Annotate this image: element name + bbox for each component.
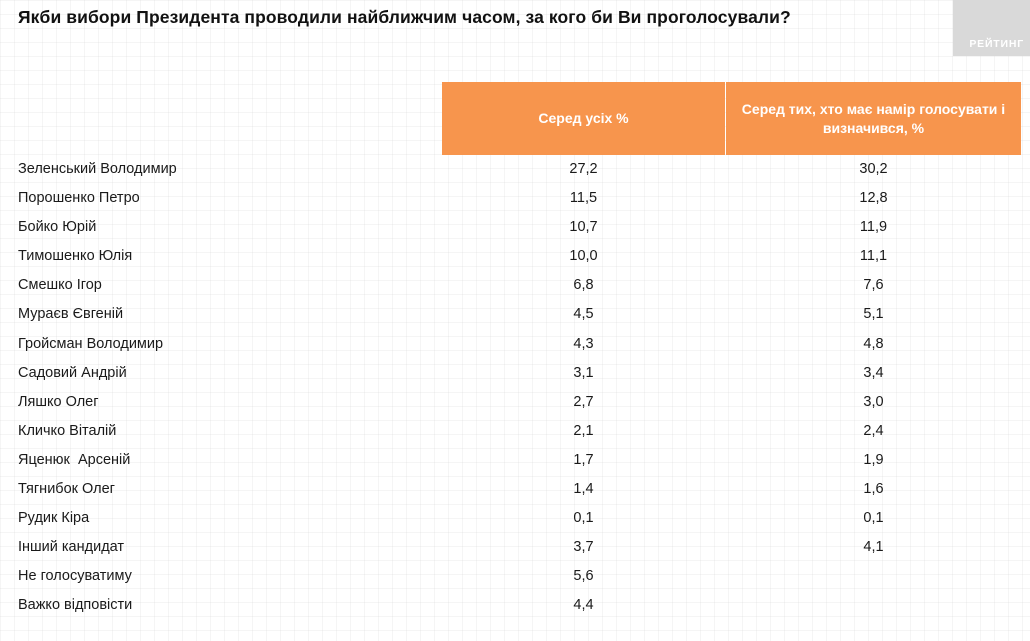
value-decided: 4,1	[863, 539, 884, 556]
table-row: Порошенко Петро 11,5 12,8	[14, 184, 1022, 213]
table-row: Інший кандидат 3,7 4,1	[14, 533, 1022, 562]
table-row: Садовий Андрій 3,1 3,4	[14, 359, 1022, 388]
table-row: Рудик Кіра 0,1 0,1	[14, 504, 1022, 533]
value-decided: 1,9	[863, 451, 884, 468]
candidate-name: Рудик Кіра	[18, 510, 90, 527]
value-decided	[726, 562, 1021, 591]
value-decided: 11,1	[859, 248, 888, 265]
table-body: Зеленський Володимир 27,2 30,2 Порошенко Пе…	[14, 155, 1022, 621]
value-decided: 0,1	[863, 510, 884, 527]
value-decided: 5,1	[863, 306, 884, 323]
candidate-name: Не голосуватиму	[18, 568, 132, 585]
table-row: Смешко Ігор 6,8 7,6	[14, 271, 1022, 300]
candidate-name: Тимошенко Юлія	[18, 248, 133, 265]
value-all: 10,0	[569, 248, 598, 265]
value-all: 4,3	[573, 335, 594, 352]
value-decided: 4,8	[863, 335, 884, 352]
candidate-name: Порошенко Петро	[18, 190, 140, 207]
table-row: Бойко Юрій 10,7 11,9	[14, 213, 1022, 242]
value-decided: 11,9	[859, 219, 888, 236]
value-all: 2,1	[573, 422, 594, 439]
logo-text: РЕЙТИНГ	[969, 38, 1024, 50]
candidate-name: Тягнибок Олег	[18, 481, 115, 498]
value-all: 4,4	[573, 597, 594, 614]
table-row: Не голосуватиму 5,6	[14, 562, 1022, 591]
table-row: Гройсман Володимир 4,3 4,8	[14, 330, 1022, 359]
value-all: 3,1	[573, 364, 594, 381]
table-row: Яценюк Арсеній 1,7 1,9	[14, 446, 1022, 475]
table-row: Кличко Віталій 2,1 2,4	[14, 417, 1022, 446]
table-row: Зеленський Володимир 27,2 30,2	[14, 155, 1022, 184]
candidate-name: Смешко Ігор	[18, 277, 102, 294]
value-all: 27,2	[569, 161, 598, 177]
column-header-decided: Серед тих, хто має намір голосувати і ви…	[726, 82, 1021, 155]
results-table: Серед усіх % Серед тих, хто має намір го…	[14, 82, 1022, 622]
column-header-all: Серед усіх %	[442, 82, 725, 155]
candidate-name: Ляшко Олег	[18, 393, 99, 410]
value-all: 6,8	[573, 277, 594, 294]
header-empty-cell	[14, 82, 442, 155]
value-all: 3,7	[573, 539, 594, 556]
table-row: Мураєв Євгеній 4,5 5,1	[14, 300, 1022, 329]
value-decided: 2,4	[863, 422, 884, 439]
value-decided	[726, 591, 1021, 620]
page-title: Якби вибори Президента проводили найближ…	[18, 7, 791, 27]
value-decided: 30,2	[859, 161, 888, 177]
value-all: 1,4	[573, 481, 594, 498]
value-decided: 1,6	[863, 481, 884, 498]
value-all: 1,7	[573, 451, 594, 468]
value-all: 0,1	[573, 510, 594, 527]
table-row: Тимошенко Юлія 10,0 11,1	[14, 242, 1022, 271]
value-decided: 3,0	[863, 393, 884, 410]
value-all: 11,5	[569, 190, 598, 207]
value-all: 10,7	[569, 219, 598, 236]
candidate-name: Садовий Андрій	[18, 364, 127, 381]
table-row: Тягнибок Олег 1,4 1,6	[14, 475, 1022, 504]
rating-logo: РЕЙТИНГ	[953, 0, 1030, 56]
candidate-name: Інший кандидат	[18, 539, 125, 556]
table-row: Важко відповісти 4,4	[14, 591, 1022, 620]
value-decided: 12,8	[859, 190, 888, 207]
candidate-name: Бойко Юрій	[18, 219, 97, 236]
value-all: 5,6	[573, 568, 594, 585]
value-decided: 7,6	[863, 277, 884, 294]
value-all: 2,7	[573, 393, 594, 410]
candidate-name: Яценюк Арсеній	[18, 451, 131, 468]
candidate-name: Важко відповісти	[18, 597, 133, 614]
value-decided: 3,4	[863, 364, 884, 381]
table-row: Ляшко Олег 2,7 3,0	[14, 388, 1022, 417]
candidate-name: Зеленський Володимир	[18, 161, 177, 177]
candidate-name: Мураєв Євгеній	[18, 306, 124, 323]
candidate-name: Кличко Віталій	[18, 422, 117, 439]
candidate-name: Гройсман Володимир	[18, 335, 164, 352]
value-all: 4,5	[573, 306, 594, 323]
